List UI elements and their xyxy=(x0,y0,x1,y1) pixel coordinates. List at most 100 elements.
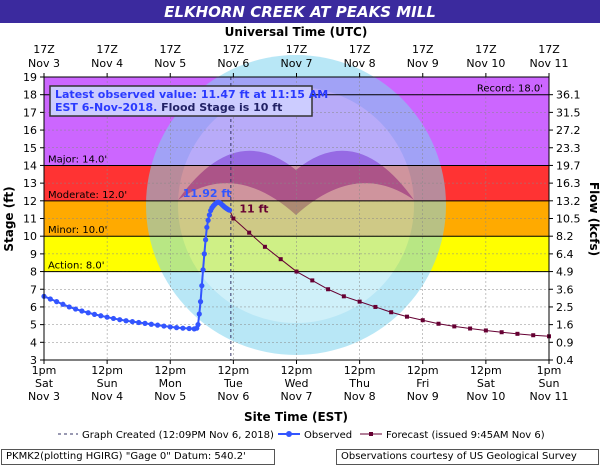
top-tick-line1-7: 17Z xyxy=(475,43,497,56)
right-tick-label-1: 0.9 xyxy=(556,336,574,349)
observed-point-22 xyxy=(180,325,186,331)
observed-point-9 xyxy=(98,313,104,319)
forecast-point-17 xyxy=(499,330,504,335)
right-tick-label-3: 2.5 xyxy=(556,301,574,314)
x-tick-line1-5: 12pm xyxy=(344,364,376,377)
legend-forecast-marker xyxy=(369,432,373,436)
left-y-axis: 3 4 5 6 7 8 9 10 11 12 13 14 15 16 17 18 19 xyxy=(23,71,44,367)
x-tick-line3-4: Nov 7 xyxy=(281,390,313,403)
x-tick-line2-7: Sat xyxy=(477,377,496,390)
forecast-point-15 xyxy=(468,326,473,331)
x-tick-line2-4: Wed xyxy=(285,377,309,390)
forecast-point-18 xyxy=(515,331,520,336)
top-tick-line2-6: Nov 9 xyxy=(407,57,439,70)
x-tick-line3-0: Nov 3 xyxy=(28,390,60,403)
top-tick-line1-5: 17Z xyxy=(349,43,371,56)
x-tick-line3-7: Nov 10 xyxy=(466,390,505,403)
top-tick-line2-8: Nov 11 xyxy=(530,57,569,70)
y-tick-label-1: 4 xyxy=(30,336,37,349)
legend-observed-label: Observed xyxy=(304,430,352,441)
y-tick-label-12: 15 xyxy=(23,142,37,155)
observed-point-34 xyxy=(205,217,211,223)
observed-point-26 xyxy=(195,322,201,328)
right-tick-label-13: 27.2 xyxy=(556,124,581,137)
observed-point-2 xyxy=(54,299,60,305)
info-box-border xyxy=(49,85,313,117)
observed-series-points xyxy=(41,199,233,332)
top-tick-line1-8: 17Z xyxy=(538,43,560,56)
info-box-date: EST 6-Nov-2018. xyxy=(55,101,157,114)
observed-point-17 xyxy=(148,321,154,327)
info-box-line2: EST 6-Nov-2018. Flood Stage is 10 ft xyxy=(55,101,282,114)
y-tick-label-6: 9 xyxy=(30,248,37,261)
legend-observed-marker xyxy=(286,431,292,437)
x-tick-line2-8: Sun xyxy=(539,377,560,390)
threshold-label-1: Minor: 10.0' xyxy=(48,225,107,236)
observed-point-7 xyxy=(85,310,91,316)
forecast-point-8 xyxy=(357,299,362,304)
forecast-point-11 xyxy=(404,314,409,319)
right-tick-label-5: 4.9 xyxy=(556,266,574,279)
info-box-line1: Latest observed value: 11.47 ft at 11:15… xyxy=(55,88,328,101)
y-tick-label-13: 16 xyxy=(23,124,37,137)
info-box-flood-stage: Flood Stage is 10 ft xyxy=(161,101,282,114)
right-tick-label-15: 36.1 xyxy=(556,89,581,102)
observed-point-4 xyxy=(66,304,72,310)
right-tick-label-6: 6.4 xyxy=(556,248,574,261)
top-tick-line2-7: Nov 10 xyxy=(466,57,505,70)
observed-point-30 xyxy=(200,267,206,273)
top-tick-line1-3: 17Z xyxy=(223,43,245,56)
x-tick-line3-3: Nov 6 xyxy=(217,390,249,403)
top-tick-line1-2: 17Z xyxy=(159,43,181,56)
threshold-label-3: Major: 14.0' xyxy=(48,154,107,165)
forecast-point-7 xyxy=(341,294,346,299)
observed-point-21 xyxy=(173,325,180,331)
gage-datum-note: PKMK2(plotting HGIRG) "Gage 0" Datum: 54… xyxy=(1,449,275,465)
right-tick-label-14: 31.5 xyxy=(556,106,581,119)
right-tick-label-8: 10.5 xyxy=(556,213,581,226)
x-tick-line3-5: Nov 8 xyxy=(344,390,376,403)
y-tick-label-5: 8 xyxy=(30,266,37,279)
right-tick-label-9: 13.2 xyxy=(556,195,581,208)
y-tick-label-4: 7 xyxy=(30,283,37,296)
forecast-point-14 xyxy=(452,324,457,329)
record-label: Record: 18.0' xyxy=(477,84,543,95)
y-tick-label-11: 14 xyxy=(23,159,37,172)
x-tick-line3-1: Nov 4 xyxy=(91,390,123,403)
x-tick-line3-2: Nov 5 xyxy=(154,390,186,403)
top-tick-line2-0: Nov 3 xyxy=(28,57,60,70)
observed-point-51 xyxy=(226,207,233,213)
chart-title: ELKHORN CREEK AT PEAKS MILL xyxy=(164,3,436,21)
forecast-point-3 xyxy=(278,257,283,262)
observed-point-3 xyxy=(60,301,66,307)
forecast-point-13 xyxy=(436,321,441,326)
right-tick-label-12: 23.3 xyxy=(556,142,581,155)
x-tick-line2-1: Sun xyxy=(97,377,118,390)
threshold-label-2: Moderate: 12.0' xyxy=(48,190,127,201)
observed-point-5 xyxy=(72,306,79,312)
x-tick-line2-6: Fri xyxy=(416,377,429,390)
y-tick-label-14: 17 xyxy=(23,106,37,119)
x-tick-line2-3: Tue xyxy=(223,377,243,390)
x-tick-line1-4: 12pm xyxy=(281,364,313,377)
top-tick-line2-3: Nov 6 xyxy=(217,57,249,70)
forecast-point-12 xyxy=(420,318,425,323)
x-tick-line1-6: 12pm xyxy=(407,364,439,377)
observed-point-11 xyxy=(110,315,117,322)
observed-point-16 xyxy=(142,320,148,326)
forecast-point-1 xyxy=(247,230,252,235)
right-tick-label-0: 0.4 xyxy=(556,354,574,367)
observed-point-13 xyxy=(123,318,129,324)
forecast-series-points xyxy=(231,216,551,339)
top-tick-line2-2: Nov 5 xyxy=(154,57,186,70)
observed-point-6 xyxy=(79,308,85,314)
observed-point-1 xyxy=(47,296,53,302)
forecast-point-10 xyxy=(389,310,394,315)
right-tick-label-10: 16.3 xyxy=(556,177,581,190)
observed-point-35 xyxy=(206,212,212,218)
observed-point-8 xyxy=(91,311,98,317)
y-tick-label-15: 18 xyxy=(23,89,37,102)
forecast-point-19 xyxy=(531,333,536,338)
y-tick-label-7: 10 xyxy=(23,230,37,243)
